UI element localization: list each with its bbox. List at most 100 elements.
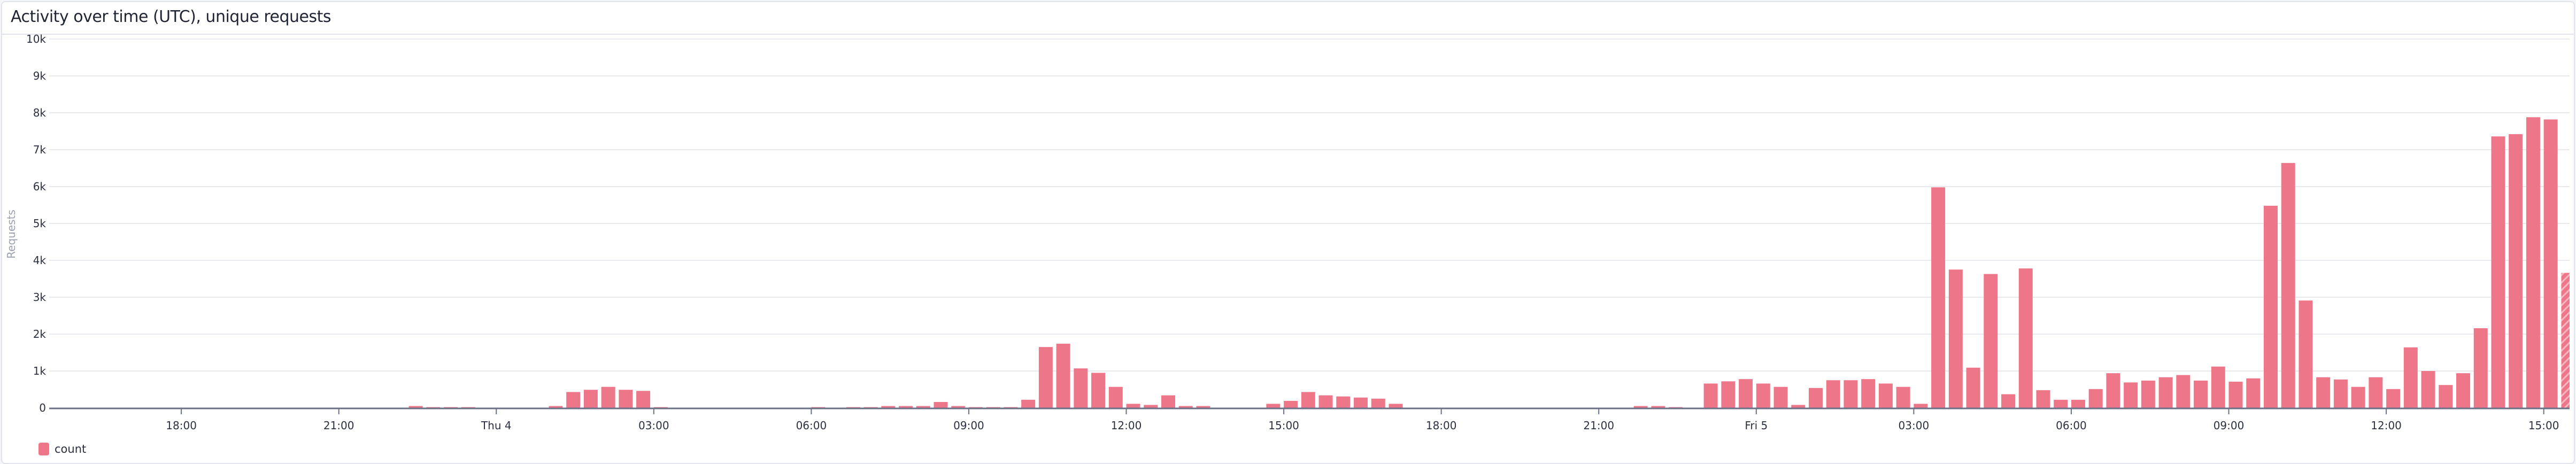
- bar[interactable]: [2106, 373, 2120, 408]
- bar[interactable]: [846, 407, 860, 408]
- bar[interactable]: [2228, 382, 2243, 408]
- bar[interactable]: [2124, 382, 2138, 408]
- bar[interactable]: [426, 407, 441, 408]
- legend-label-count[interactable]: count: [55, 443, 87, 455]
- bar[interactable]: [1301, 392, 1315, 408]
- bar[interactable]: [2001, 394, 2016, 408]
- bar[interactable]: [2299, 300, 2313, 408]
- bar[interactable]: [1633, 406, 1648, 408]
- bar[interactable]: [2018, 268, 2033, 408]
- bar[interactable]: [2176, 375, 2191, 408]
- bar[interactable]: [1703, 383, 1718, 408]
- bar[interactable]: [1669, 407, 1683, 408]
- bar[interactable]: [2526, 117, 2540, 408]
- bar[interactable]: [1739, 379, 1753, 408]
- bar[interactable]: [566, 392, 581, 408]
- bar[interactable]: [1284, 400, 1298, 408]
- bar[interactable]: [583, 390, 598, 408]
- bar[interactable]: [1651, 406, 1665, 408]
- bar[interactable]: [1354, 397, 1368, 408]
- bar[interactable]: [653, 407, 668, 408]
- legend-swatch[interactable]: [38, 443, 49, 455]
- bar[interactable]: [1773, 386, 1788, 408]
- bar[interactable]: [2263, 205, 2278, 408]
- bar[interactable]: [1318, 395, 1333, 408]
- bar[interactable]: [2054, 399, 2068, 408]
- bar[interactable]: [1721, 381, 1736, 408]
- bar[interactable]: [408, 406, 423, 408]
- bar[interactable]: [1074, 368, 1088, 408]
- bar[interactable]: [986, 407, 1000, 408]
- bar[interactable]: [1844, 380, 1858, 408]
- bar[interactable]: [2194, 380, 2208, 408]
- bar[interactable]: [1108, 386, 1123, 408]
- bar[interactable]: [2036, 390, 2050, 408]
- bar[interactable]: [1861, 379, 1876, 408]
- bar[interactable]: [601, 386, 615, 408]
- x-tick-label: 06:00: [2056, 419, 2087, 432]
- bar[interactable]: [2071, 399, 2085, 408]
- bar[interactable]: [881, 406, 896, 408]
- bar[interactable]: [951, 406, 966, 408]
- bar[interactable]: [2369, 377, 2383, 408]
- bar[interactable]: [1371, 398, 1385, 408]
- bar[interactable]: [1878, 383, 1893, 408]
- bar[interactable]: [1161, 395, 1175, 408]
- bar[interactable]: [2403, 347, 2418, 408]
- bar[interactable]: [2491, 136, 2505, 408]
- bar[interactable]: [2141, 380, 2155, 408]
- bar[interactable]: [1791, 405, 1806, 408]
- bar[interactable]: [2088, 389, 2103, 408]
- bar[interactable]: [461, 407, 475, 408]
- bar[interactable]: [968, 407, 983, 408]
- bar[interactable]: [1984, 274, 1998, 408]
- bar[interactable]: [549, 406, 563, 408]
- bar[interactable]: [2509, 134, 2523, 408]
- bar[interactable]: [2211, 366, 2225, 408]
- bar[interactable]: [2421, 371, 2435, 408]
- bar-partial[interactable]: [2561, 273, 2575, 408]
- bar[interactable]: [1038, 347, 1053, 408]
- bar[interactable]: [1178, 406, 1193, 408]
- bar[interactable]: [2333, 379, 2348, 408]
- bar[interactable]: [2246, 378, 2261, 408]
- bar[interactable]: [899, 406, 913, 408]
- bar[interactable]: [934, 401, 948, 408]
- bar[interactable]: [1389, 404, 1403, 408]
- bar[interactable]: [863, 407, 878, 408]
- x-tick-label: 21:00: [323, 419, 354, 432]
- bar[interactable]: [2456, 373, 2471, 408]
- bar[interactable]: [1948, 269, 1963, 408]
- bar[interactable]: [1126, 404, 1140, 408]
- bar[interactable]: [2386, 389, 2401, 408]
- x-tick-label: 18:00: [166, 419, 197, 432]
- bar[interactable]: [2158, 377, 2173, 408]
- bar[interactable]: [1196, 406, 1210, 408]
- bar[interactable]: [2439, 385, 2453, 408]
- bar[interactable]: [1896, 386, 1910, 408]
- bar[interactable]: [1336, 396, 1351, 408]
- bar[interactable]: [619, 390, 633, 408]
- bar[interactable]: [1809, 388, 1823, 408]
- bar[interactable]: [1021, 399, 1036, 408]
- bar[interactable]: [2351, 386, 2365, 408]
- bar[interactable]: [2316, 377, 2331, 408]
- bar[interactable]: [1756, 383, 1770, 408]
- bar[interactable]: [1091, 373, 1106, 408]
- bar[interactable]: [1004, 407, 1018, 408]
- bar[interactable]: [811, 407, 826, 408]
- y-tick-label: 6k: [33, 180, 47, 193]
- bar[interactable]: [916, 406, 930, 408]
- bar[interactable]: [2473, 328, 2488, 408]
- bar[interactable]: [636, 391, 651, 408]
- bar[interactable]: [2281, 163, 2295, 408]
- bar[interactable]: [1144, 405, 1158, 408]
- bar[interactable]: [444, 407, 458, 408]
- bar[interactable]: [1056, 343, 1070, 408]
- bar[interactable]: [1931, 187, 1946, 408]
- bar[interactable]: [1826, 380, 1840, 408]
- bar[interactable]: [1266, 404, 1281, 408]
- bar[interactable]: [1914, 404, 1928, 408]
- bar[interactable]: [2543, 119, 2558, 408]
- bar[interactable]: [1966, 367, 1980, 408]
